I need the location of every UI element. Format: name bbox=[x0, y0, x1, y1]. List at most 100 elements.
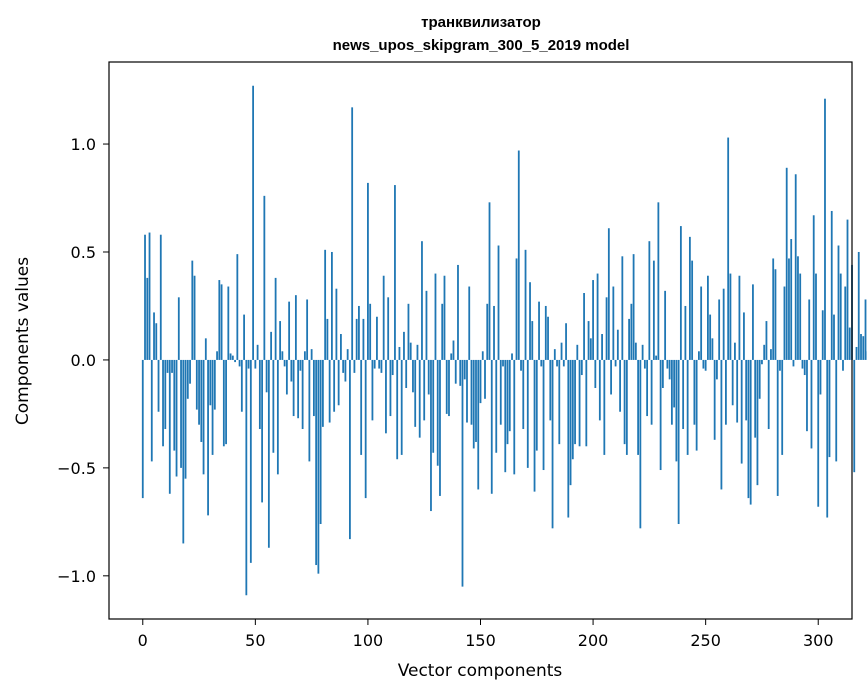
bar-305 bbox=[828, 359, 831, 458]
bar-42 bbox=[236, 254, 239, 360]
bar-186 bbox=[560, 342, 563, 360]
bar-252 bbox=[709, 314, 712, 360]
bar-145 bbox=[468, 286, 471, 360]
bar-297 bbox=[810, 359, 813, 449]
bar-146 bbox=[470, 359, 473, 425]
bar-73 bbox=[306, 299, 309, 360]
bar-37 bbox=[225, 359, 227, 445]
bar-276 bbox=[763, 344, 766, 360]
bar-230 bbox=[659, 359, 662, 471]
bar-125 bbox=[423, 359, 426, 421]
bar-170 bbox=[524, 249, 527, 360]
bar-314 bbox=[848, 327, 851, 360]
bar-29 bbox=[207, 359, 209, 516]
bar-150 bbox=[479, 359, 482, 404]
bar-89 bbox=[342, 359, 345, 373]
bar-12 bbox=[168, 359, 171, 494]
bar-41 bbox=[234, 359, 236, 363]
bar-81 bbox=[324, 249, 327, 360]
bar-48 bbox=[249, 359, 252, 563]
bar-series bbox=[141, 85, 867, 596]
bar-88 bbox=[340, 334, 342, 360]
bar-241 bbox=[684, 305, 687, 360]
bar-292 bbox=[799, 273, 802, 360]
bar-133 bbox=[441, 303, 444, 360]
bar-317 bbox=[855, 346, 858, 360]
bar-198 bbox=[587, 321, 590, 360]
bar-196 bbox=[583, 293, 585, 360]
bar-189 bbox=[567, 359, 570, 518]
bar-320 bbox=[862, 336, 865, 360]
bar-201 bbox=[594, 359, 597, 388]
bar-214 bbox=[623, 359, 626, 445]
plot-frame bbox=[108, 61, 853, 620]
bar-10 bbox=[164, 359, 167, 430]
bar-213 bbox=[621, 256, 624, 360]
bar-259 bbox=[725, 359, 727, 425]
bar-296 bbox=[808, 299, 811, 360]
bar-103 bbox=[373, 359, 376, 369]
bar-129 bbox=[432, 359, 435, 453]
bar-13 bbox=[171, 359, 173, 373]
bar-100 bbox=[367, 182, 369, 360]
bar-131 bbox=[436, 359, 439, 466]
bar-75 bbox=[310, 349, 313, 360]
bar-69 bbox=[297, 359, 300, 419]
bar-128 bbox=[430, 359, 432, 512]
bar-52 bbox=[258, 359, 261, 430]
bar-8 bbox=[159, 234, 162, 360]
bar-94 bbox=[353, 359, 356, 373]
bar-167 bbox=[517, 150, 520, 360]
bar-165 bbox=[513, 359, 516, 475]
bar-143 bbox=[463, 359, 466, 380]
bar-287 bbox=[788, 258, 790, 360]
bar-152 bbox=[484, 359, 486, 399]
bar-312 bbox=[844, 286, 847, 360]
bar-40 bbox=[231, 355, 234, 360]
bar-101 bbox=[369, 303, 372, 360]
bar-177 bbox=[540, 359, 543, 367]
bar-87 bbox=[337, 359, 340, 406]
bar-300 bbox=[817, 359, 820, 507]
bar-190 bbox=[569, 359, 572, 486]
bar-45 bbox=[243, 314, 245, 360]
bar-313 bbox=[846, 219, 849, 360]
bar-110 bbox=[389, 359, 392, 417]
bar-62 bbox=[281, 351, 284, 360]
bar-107 bbox=[382, 275, 385, 360]
bar-16 bbox=[177, 297, 180, 360]
bar-185 bbox=[558, 359, 561, 445]
x-tick-label: 300 bbox=[803, 631, 834, 650]
bar-157 bbox=[495, 359, 498, 453]
bar-86 bbox=[335, 288, 338, 360]
bar-182 bbox=[551, 359, 554, 529]
bar-142 bbox=[461, 359, 464, 587]
bar-309 bbox=[837, 245, 840, 360]
bar-17 bbox=[180, 359, 182, 468]
bar-149 bbox=[477, 359, 480, 490]
bar-51 bbox=[256, 344, 259, 360]
bar-223 bbox=[643, 359, 646, 369]
bar-261 bbox=[729, 273, 732, 360]
bar-22 bbox=[191, 260, 194, 360]
bar-14 bbox=[173, 359, 176, 451]
bar-208 bbox=[610, 359, 612, 395]
bar-3 bbox=[148, 232, 151, 360]
bar-262 bbox=[731, 359, 734, 406]
bar-232 bbox=[664, 290, 667, 360]
bar-113 bbox=[396, 359, 399, 460]
bar-109 bbox=[387, 297, 390, 360]
bar-269 bbox=[747, 359, 750, 499]
bar-210 bbox=[614, 359, 617, 367]
bar-281 bbox=[774, 269, 777, 360]
bar-99 bbox=[364, 359, 367, 499]
bar-82 bbox=[326, 318, 329, 360]
bar-148 bbox=[475, 359, 477, 442]
bar-43 bbox=[238, 359, 241, 367]
bar-31 bbox=[211, 359, 214, 455]
bar-240 bbox=[682, 359, 685, 430]
bar-299 bbox=[815, 273, 817, 360]
bar-77 bbox=[315, 359, 318, 566]
bar-179 bbox=[544, 305, 547, 360]
bar-6 bbox=[155, 323, 158, 360]
